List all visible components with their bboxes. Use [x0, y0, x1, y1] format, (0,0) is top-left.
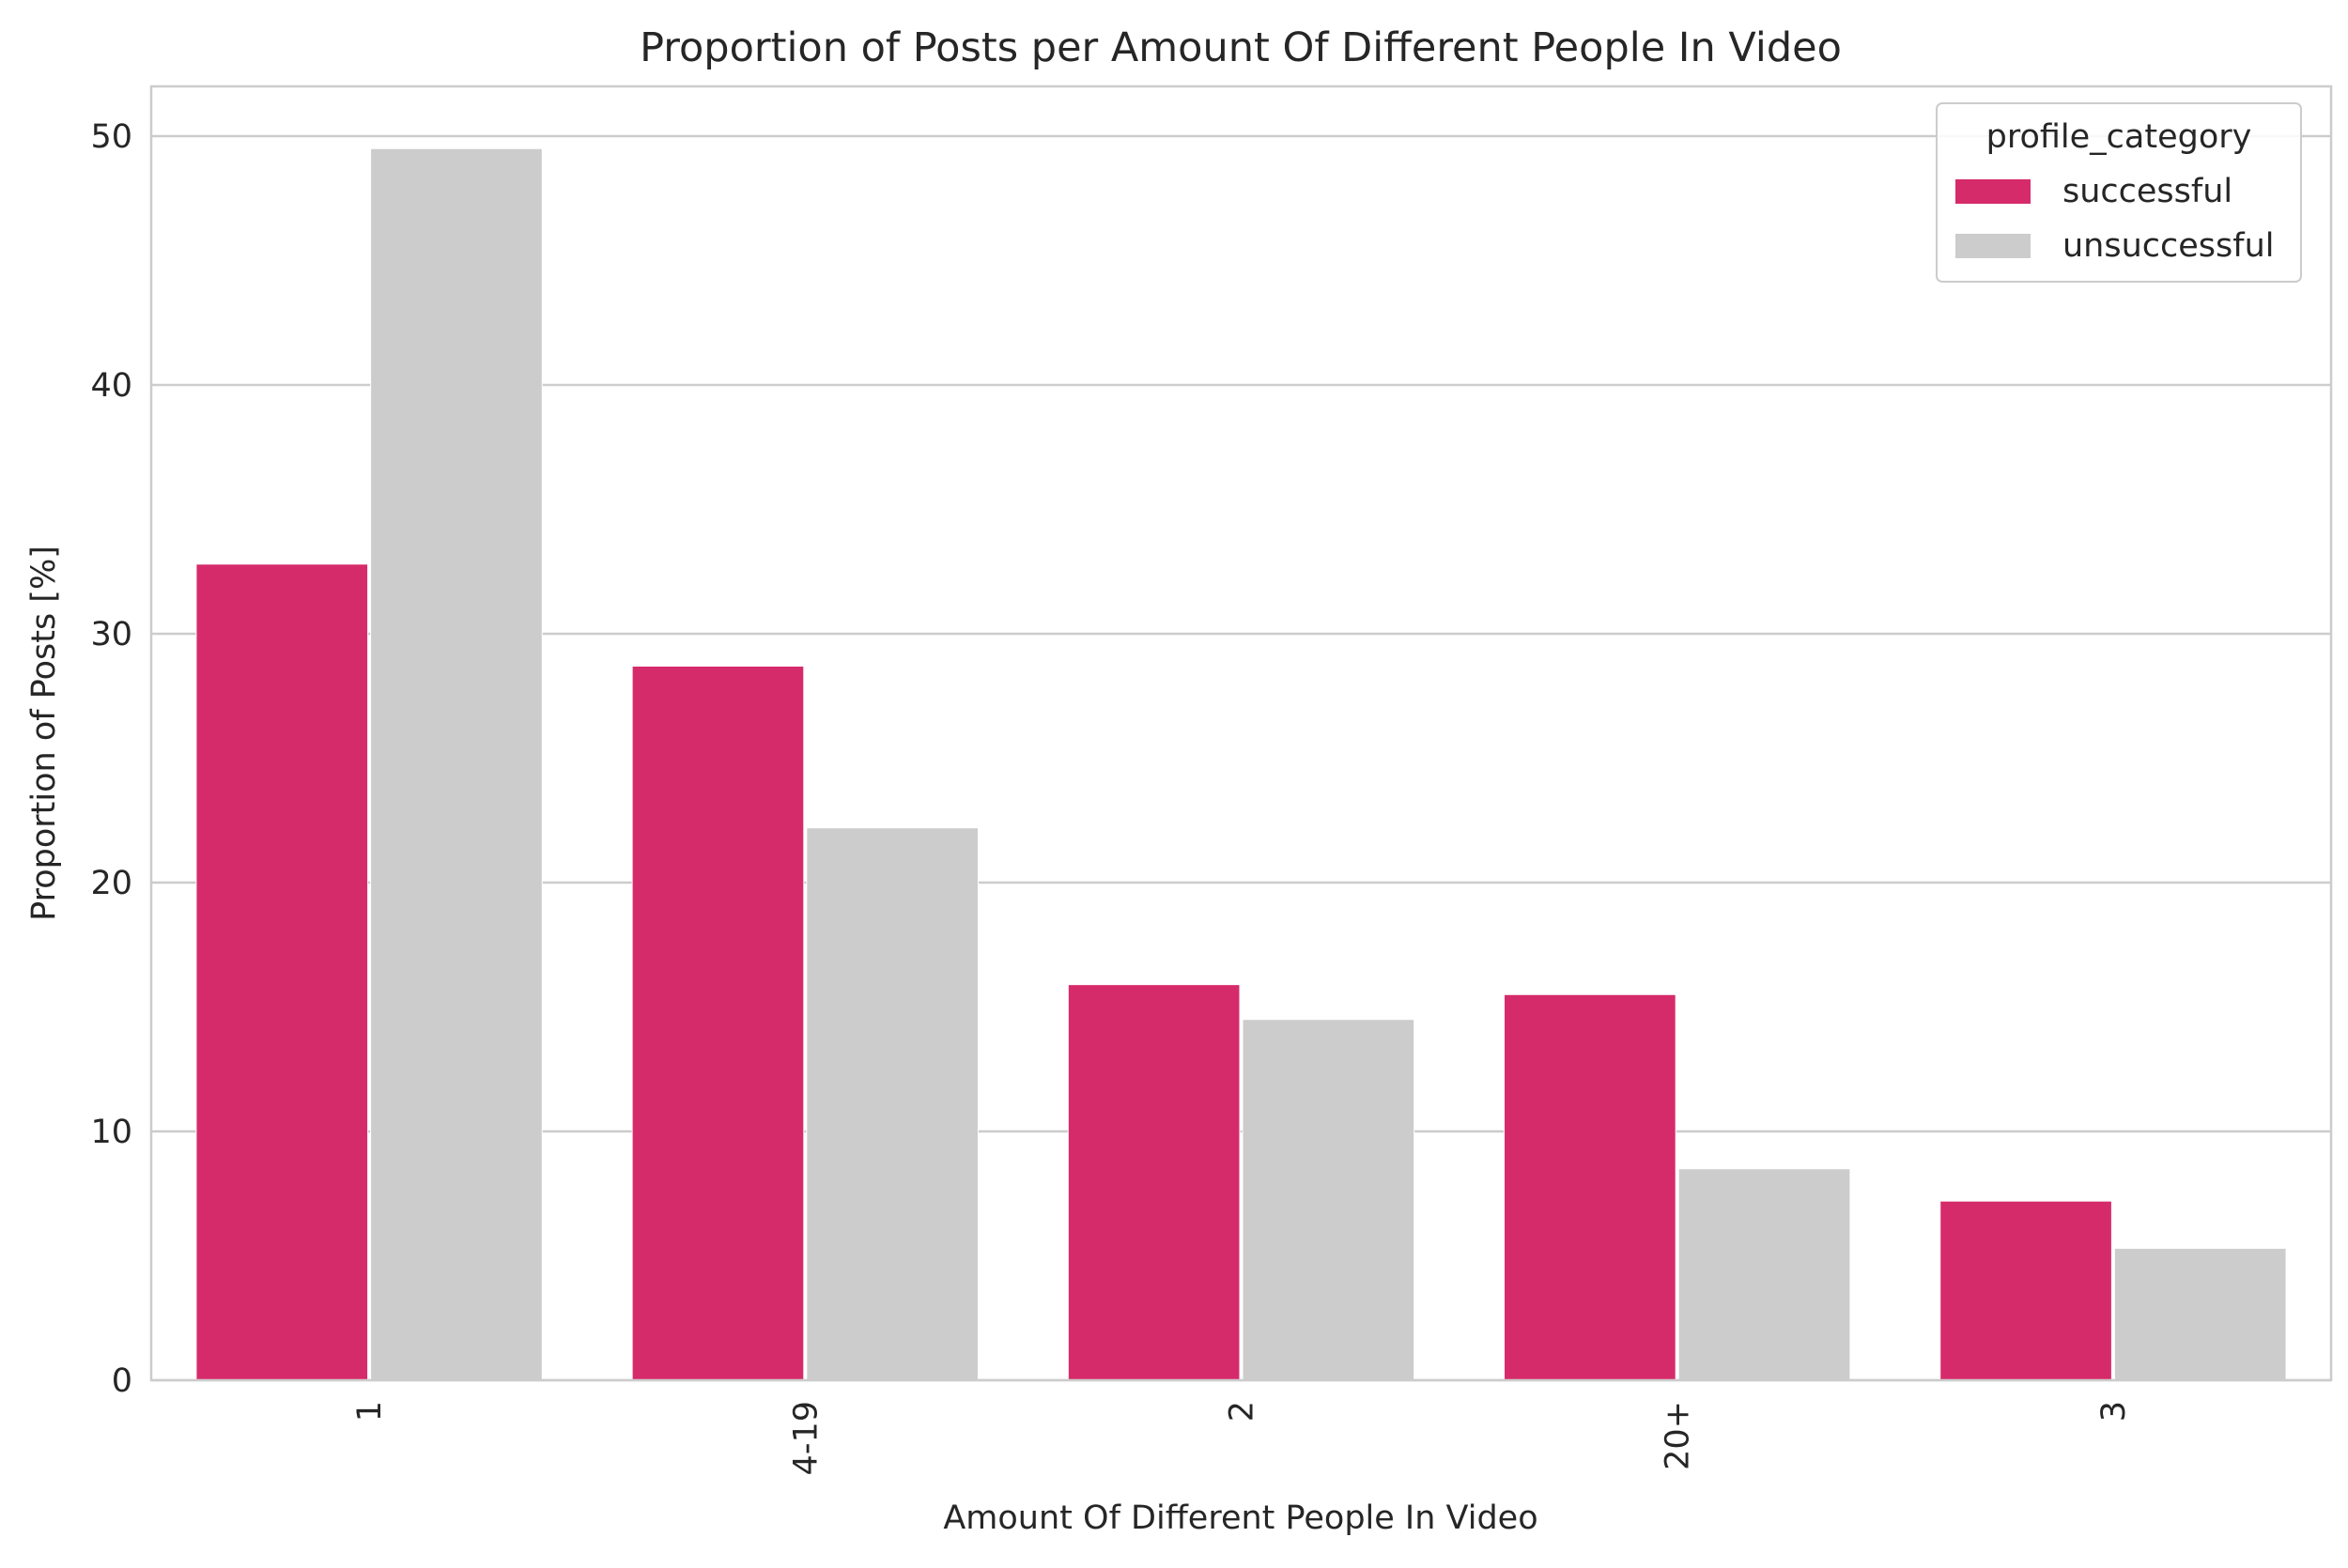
bar-successful-20+ [1504, 993, 1676, 1381]
bar-layer [195, 147, 2287, 1381]
legend-title: profile_category [1986, 118, 2252, 156]
x-tick-label: 4-19 [787, 1401, 825, 1475]
x-tick-label: 3 [2095, 1401, 2133, 1422]
legend-label-successful: successful [2062, 173, 2232, 210]
x-tick-label: 2 [1224, 1401, 1261, 1422]
legend: profile_category successful unsuccessful [1936, 102, 2302, 283]
legend-swatch-unsuccessful [1955, 234, 2031, 258]
y-tick-label: 20 [90, 865, 132, 902]
bar-unsuccessful-3 [2113, 1248, 2287, 1381]
y-axis-label: Proportion of Posts [%] [25, 546, 63, 921]
x-tick-layer: 1 4-19 2 20+ 3 [351, 1401, 2133, 1475]
bar-unsuccessful-2 [1242, 1019, 1415, 1381]
y-tick-label: 40 [90, 367, 132, 405]
bar-unsuccessful-1 [370, 147, 543, 1381]
bar-unsuccessful-20+ [1677, 1168, 1851, 1381]
bar-successful-3 [1939, 1200, 2112, 1381]
y-tick-label: 0 [112, 1362, 132, 1400]
legend-label-unsuccessful: unsuccessful [2062, 227, 2275, 265]
x-tick-label: 20+ [1660, 1401, 1697, 1470]
x-tick-label: 1 [351, 1401, 389, 1422]
x-axis-label: Amount Of Different People In Video [943, 1499, 1537, 1537]
legend-swatch-successful [1955, 179, 2031, 204]
legend-items: successful unsuccessful [1955, 173, 2275, 265]
y-tick-layer: 0 10 20 30 40 50 [90, 118, 132, 1400]
y-tick-label: 50 [90, 118, 132, 156]
bar-successful-2 [1067, 984, 1241, 1381]
bar-unsuccessful-4-19 [806, 827, 979, 1381]
bar-successful-4-19 [631, 665, 805, 1381]
plot-frame [149, 85, 2333, 1382]
chart-title: Proportion of Posts per Amount Of Differ… [640, 24, 1842, 71]
y-tick-label: 30 [90, 616, 132, 653]
bar-successful-1 [195, 563, 369, 1381]
y-tick-label: 10 [90, 1114, 132, 1151]
